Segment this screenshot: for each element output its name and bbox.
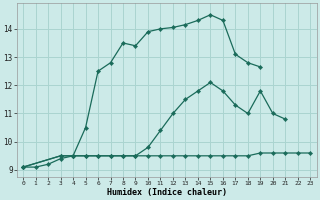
X-axis label: Humidex (Indice chaleur): Humidex (Indice chaleur)	[107, 188, 227, 197]
